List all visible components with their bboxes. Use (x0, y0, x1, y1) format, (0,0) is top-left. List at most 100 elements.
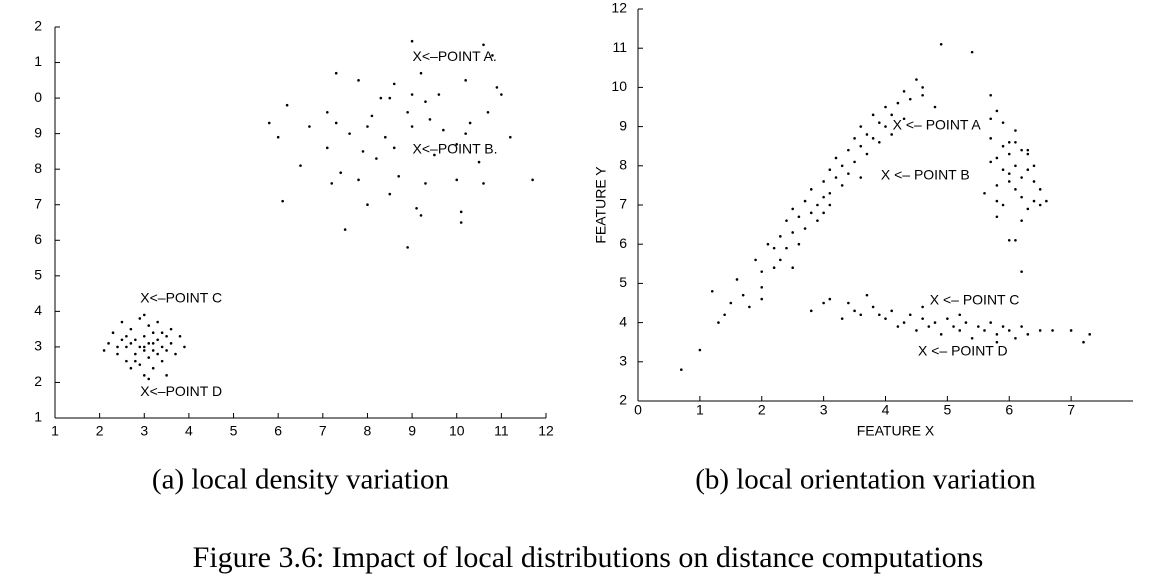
y-tick-label: 1 (34, 409, 42, 425)
y-tick-label: 1 (34, 53, 42, 69)
point (138, 317, 142, 320)
point (437, 93, 441, 96)
point (834, 176, 838, 179)
x-tick-label: 10 (449, 423, 465, 439)
point (735, 278, 739, 281)
point (1032, 164, 1036, 168)
point (116, 352, 119, 356)
point (1020, 176, 1023, 179)
point (698, 348, 702, 352)
point (871, 113, 875, 117)
point (1007, 238, 1011, 242)
point (785, 219, 788, 222)
x-tick-label: 0 (634, 402, 642, 418)
point (160, 359, 164, 363)
point (989, 93, 992, 97)
point (142, 374, 146, 377)
y-axis-label: FEATURE Y (593, 166, 609, 244)
point (915, 329, 918, 332)
point (1026, 152, 1030, 156)
point (169, 327, 173, 331)
point (754, 258, 757, 262)
point (803, 199, 807, 203)
point (1007, 180, 1011, 183)
point (772, 266, 776, 270)
point (160, 345, 164, 349)
x-tick-label: 5 (943, 402, 951, 418)
point (111, 331, 115, 334)
x-tick-label: 2 (96, 423, 104, 439)
x-tick-label: 3 (140, 423, 148, 439)
point (989, 117, 992, 121)
point (384, 135, 387, 139)
x-tick-label: 6 (274, 423, 282, 439)
point (455, 143, 459, 146)
point (1014, 238, 1017, 242)
subcaption: (b) local orientation variation (695, 464, 1036, 496)
point (1007, 140, 1011, 144)
point (834, 156, 838, 160)
point (989, 160, 992, 164)
point (859, 313, 863, 317)
point (419, 71, 423, 75)
x-tick-label: 2 (758, 402, 766, 418)
point (1069, 329, 1073, 332)
point (1020, 325, 1023, 328)
point (330, 182, 334, 185)
point (455, 178, 459, 182)
point (169, 342, 173, 345)
point (791, 207, 794, 211)
point (267, 121, 271, 125)
point (853, 137, 856, 140)
point (779, 235, 782, 238)
point (147, 377, 151, 381)
point (147, 356, 151, 359)
point (803, 227, 807, 230)
y-tick-label: 6 (619, 235, 627, 251)
point (791, 266, 794, 270)
point (890, 133, 893, 136)
point (710, 289, 714, 293)
point (1001, 203, 1005, 207)
point (102, 349, 106, 352)
point (120, 338, 124, 342)
point (927, 325, 931, 328)
point (433, 153, 436, 157)
point (477, 160, 481, 164)
point (995, 215, 999, 219)
x-tick-label: 9 (408, 423, 416, 439)
point (989, 137, 992, 140)
point (797, 215, 801, 219)
y-tick-label: 5 (619, 274, 627, 290)
point (482, 182, 485, 185)
point (325, 111, 329, 114)
point (1001, 325, 1005, 328)
point (281, 199, 284, 203)
y-tick-label: 12 (611, 0, 627, 16)
point (392, 82, 396, 86)
point (357, 178, 360, 182)
point (822, 301, 825, 305)
point (459, 210, 463, 214)
point (1051, 329, 1054, 332)
annotation: X<–POINT C (140, 290, 222, 306)
point (890, 113, 893, 117)
point (908, 313, 912, 317)
point (138, 345, 142, 349)
point (491, 54, 494, 57)
point (508, 135, 512, 139)
point (151, 331, 155, 334)
point (1014, 140, 1017, 144)
point (859, 144, 863, 148)
point (983, 329, 986, 332)
point (890, 309, 893, 313)
point (1020, 219, 1023, 222)
point (531, 178, 534, 182)
point (915, 78, 918, 81)
point (865, 133, 869, 136)
point (1088, 333, 1091, 336)
point (388, 96, 392, 100)
point (134, 352, 137, 356)
y-tick-label: 4 (34, 302, 42, 318)
